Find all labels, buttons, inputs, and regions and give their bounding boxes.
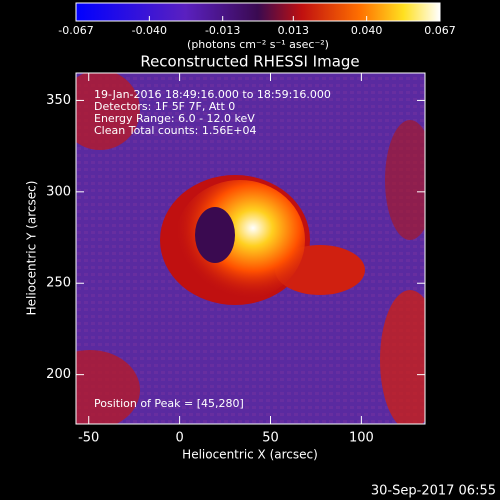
annotation: Clean Total counts: 1.56E+04: [94, 124, 257, 137]
colorbar-tick-label: -0.040: [132, 24, 167, 37]
annotation: Detectors: 1F 5F 7F, Att 0: [94, 100, 235, 113]
colorbar-units: (photons cm⁻² s⁻¹ asec⁻²): [187, 38, 329, 51]
chart-title: Reconstructed RHESSI Image: [140, 53, 359, 71]
x-tick-label: 50: [262, 431, 279, 446]
plot-frame: [75, 72, 426, 425]
annotation: Energy Range: 6.0 - 12.0 keV: [94, 112, 255, 125]
annotation: 19-Jan-2016 18:49:16.000 to 18:59:16.000: [94, 88, 331, 101]
x-tick-label: 0: [175, 431, 183, 446]
colorbar-tick-label: -0.067: [58, 24, 93, 37]
colorbar-tick-label: -0.013: [205, 24, 240, 37]
x-tick-label: -50: [78, 431, 99, 446]
colorbar-tick-label: 0.067: [424, 24, 456, 37]
y-axis-title: Heliocentric Y (arcsec): [25, 181, 39, 316]
x-tick-label: 100: [349, 431, 374, 446]
colorbar-tick-label: 0.040: [351, 24, 383, 37]
colorbar-tick-label: 0.013: [278, 24, 310, 37]
y-tick-label: 300: [46, 184, 71, 199]
image: [76, 73, 425, 424]
y-tick-label: 350: [46, 93, 71, 108]
y-tick-label: 200: [46, 367, 71, 382]
footer-date: 30-Sep-2017 06:55: [371, 484, 496, 499]
peak-label: Position of Peak = [45,280]: [94, 397, 244, 410]
y-tick-label: 250: [46, 276, 71, 291]
x-axis-title: Heliocentric X (arcsec): [182, 448, 318, 462]
colorbar: [75, 2, 441, 22]
